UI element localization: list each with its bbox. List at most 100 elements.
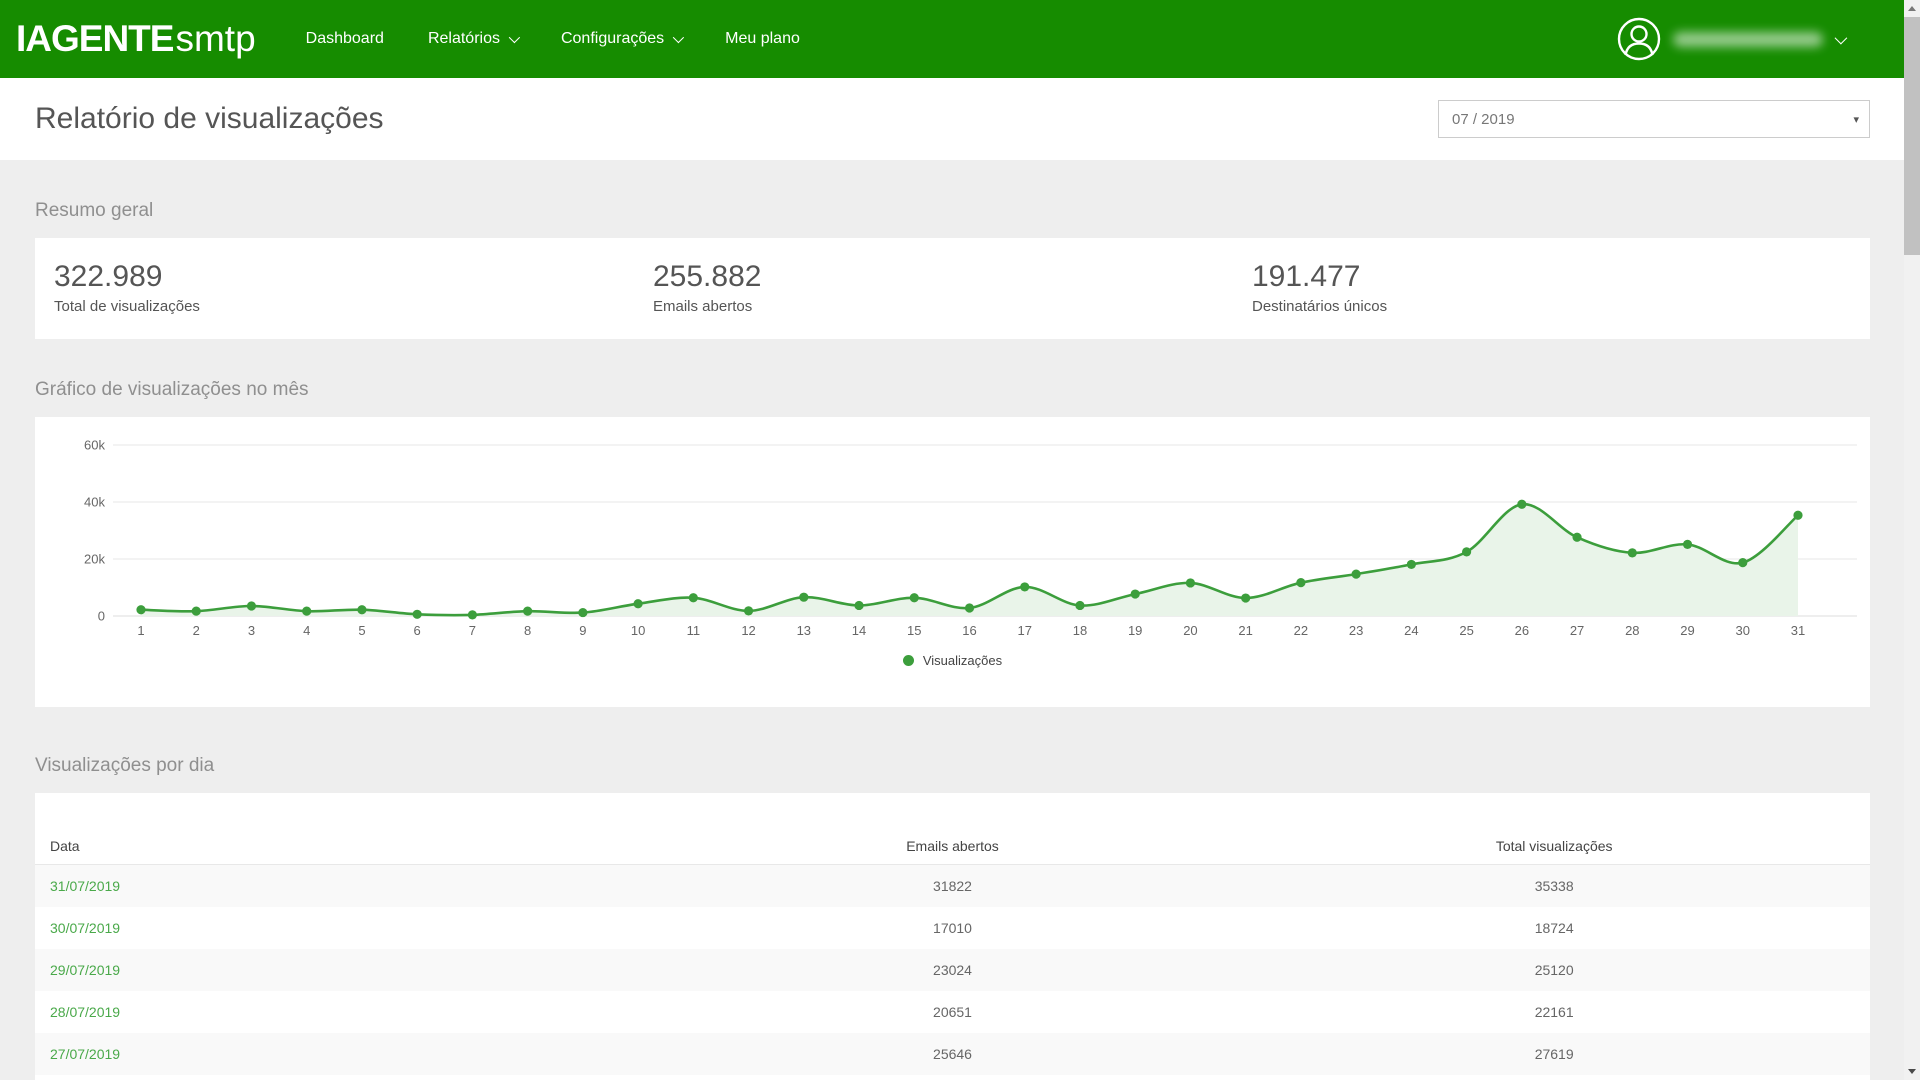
total-visualizacoes-cell: 22161 (1534, 1003, 1574, 1020)
emails-abertos-cell: 23024 (933, 961, 972, 978)
period-select[interactable]: 07 / 2019 ▾ (1438, 100, 1870, 138)
x-tick-label: 14 (852, 623, 866, 638)
chevron-down-icon (1834, 31, 1848, 44)
table-row: 31/07/2019 31822 35338 (35, 864, 1870, 907)
x-tick-label: 13 (797, 623, 811, 638)
chart-point-16[interactable] (964, 602, 975, 613)
table-body: 31/07/2019 31822 35338 30/07/2019 17010 18724… (35, 864, 1870, 1080)
scroll-up-button[interactable] (1904, 0, 1920, 17)
date-link[interactable]: 30/07/2019 (50, 919, 121, 936)
x-tick-label: 12 (741, 623, 755, 638)
chart-point-24[interactable] (1406, 559, 1416, 569)
date-link[interactable]: 31/07/2019 (50, 877, 121, 894)
date-cell: 30/07/2019 (50, 920, 652, 936)
chart-point-11[interactable] (688, 592, 698, 602)
date-link[interactable]: 28/07/2019 (50, 1003, 121, 1020)
period-select-value: 07 / 2019 (1452, 110, 1515, 128)
chart-point-12[interactable] (743, 605, 754, 615)
x-tick-label: 7 (469, 623, 476, 638)
date-link[interactable]: 27/07/2019 (50, 1045, 121, 1062)
x-tick-label: 19 (1128, 623, 1142, 638)
chart-point-31[interactable] (1793, 510, 1803, 520)
chart-point-30[interactable] (1738, 557, 1748, 567)
total-visualizacoes-cell: 27619 (1534, 1045, 1574, 1062)
stat-value: 255.882 (653, 260, 762, 293)
chart-point-2[interactable] (191, 606, 201, 616)
table-row: 28/07/2019 20651 22161 (35, 991, 1870, 1033)
chart-point-21[interactable] (1241, 592, 1251, 603)
nav-item-label: Configurações (560, 30, 665, 47)
emails-abertos-cell: 25646 (933, 1045, 972, 1062)
x-tick-label: 20 (1183, 623, 1197, 638)
chart-point-9[interactable] (578, 607, 588, 617)
chart-point-14[interactable] (854, 600, 864, 610)
chart-point-27[interactable] (1572, 532, 1582, 542)
nav-item-relatórios[interactable]: Relatórios (406, 0, 539, 78)
nav-item-configurações[interactable]: Configurações (539, 0, 703, 78)
summary-stat: 191.477 Destinatários únicos (1252, 260, 1851, 315)
chart-point-28[interactable] (1627, 547, 1637, 557)
chart-point-29[interactable] (1682, 539, 1693, 549)
nav-item-meu-plano[interactable]: Meu plano (703, 0, 822, 78)
nav-item-label: Dashboard (305, 30, 384, 47)
stat-label: Emails abertos (653, 297, 753, 315)
chart-point-15[interactable] (909, 592, 919, 602)
x-tick-label: 29 (1680, 623, 1694, 638)
chart-point-10[interactable] (633, 598, 643, 608)
chart-area-fill (141, 503, 1798, 616)
chart-card: 0 20k 40k 60k 1 2 3 4 5 6 7 8 9 10 11 12 13 14 15 16 17 18 19 2… (35, 416, 1870, 707)
x-tick-label: 8 (524, 623, 531, 638)
x-tick-label: 25 (1459, 623, 1473, 638)
daily-views-table: Data Emails abertos Total visualizações 31… (35, 792, 1870, 1080)
x-tick-label: 28 (1625, 623, 1639, 638)
chart-point-7[interactable] (467, 609, 477, 619)
date-cell: 31/07/2019 (50, 878, 652, 894)
x-tick-label: 16 (962, 623, 976, 638)
chart-point-22[interactable] (1296, 577, 1306, 587)
page-header: Relatório de visualizações 07 / 2019 ▾ (0, 78, 1904, 160)
chart-heading: Gráfico de visualizações no mês (35, 378, 309, 400)
x-tick-label: 11 (687, 623, 701, 638)
x-tick-label: 5 (358, 623, 365, 638)
chart-point-20[interactable] (1185, 577, 1196, 588)
chart-point-6[interactable] (412, 609, 422, 619)
x-tick-label: 17 (1017, 623, 1031, 638)
x-tick-label: 30 (1736, 623, 1750, 638)
nav-item-label: Meu plano (725, 30, 800, 47)
stat-label: Destinatários únicos (1252, 297, 1388, 315)
stat-value: 191.477 (1252, 260, 1361, 293)
logo[interactable]: IAGENTE smtp (16, 18, 256, 60)
x-tick-label: 27 (1570, 623, 1584, 638)
y-tick-label: 40k (84, 494, 105, 509)
chart-point-17[interactable] (1020, 581, 1030, 592)
chart-point-3[interactable] (246, 600, 257, 611)
chart-point-1[interactable] (136, 604, 146, 614)
chart-legend[interactable]: Visualizações (35, 653, 1870, 668)
chart-point-19[interactable] (1130, 588, 1140, 599)
chart-point-8[interactable] (523, 606, 533, 616)
chart-point-13[interactable] (799, 592, 809, 602)
total-visualizacoes-cell: 18724 (1534, 919, 1574, 936)
x-tick-label: 22 (1294, 623, 1308, 638)
vertical-scrollbar[interactable] (1904, 0, 1920, 1080)
scrollbar-thumb[interactable] (1904, 17, 1920, 255)
chart-point-25[interactable] (1462, 546, 1472, 556)
date-cell: 29/07/2019 (50, 962, 652, 978)
chart-point-5[interactable] (357, 604, 367, 614)
chart-point-23[interactable] (1351, 569, 1361, 579)
x-tick-label: 9 (579, 623, 586, 638)
chart-point-26[interactable] (1517, 499, 1527, 509)
user-menu[interactable] (1617, 17, 1848, 61)
y-tick-label: 20k (84, 551, 105, 566)
user-avatar-icon (1617, 17, 1661, 61)
chart-point-18[interactable] (1075, 600, 1085, 610)
date-link[interactable]: 29/07/2019 (50, 961, 121, 978)
chart-point-4[interactable] (302, 606, 312, 616)
main-content: Resumo geral 322.989 Total de visualizaçõ… (0, 200, 1904, 1080)
nav-item-dashboard[interactable]: Dashboard (284, 0, 406, 78)
table-row: 27/07/2019 25646 27619 (35, 1032, 1870, 1075)
table-row: 30/07/2019 17010 18724 (35, 907, 1870, 949)
x-tick-label: 18 (1073, 623, 1087, 638)
scroll-down-button[interactable] (1904, 1063, 1920, 1080)
logo-suffix: smtp (175, 18, 256, 59)
